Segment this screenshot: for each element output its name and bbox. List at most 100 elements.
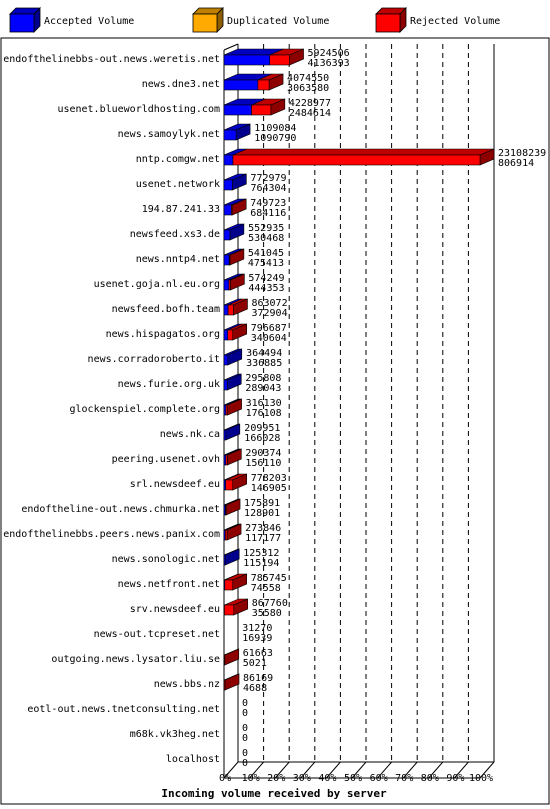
server-label: news.bbs.nz (154, 679, 220, 690)
server-labels: endofthelinebbs-out.news.weretis.net news… (3, 54, 220, 765)
bar-segment (223, 354, 229, 366)
value-total: 541045 (248, 248, 284, 259)
x-tick-label: 70% (395, 773, 413, 784)
x-tick-label: 40% (318, 773, 336, 784)
server-label: nntp.comgw.net (136, 154, 220, 165)
value-accepted: 35580 (252, 608, 282, 619)
value-accepted: 4136393 (308, 58, 350, 69)
legend-swatch (192, 13, 218, 33)
server-label: eotl-out.news.tnetconsulting.net (27, 704, 220, 715)
server-label: glockenspiel.complete.org (69, 404, 220, 415)
grid-line (351, 761, 367, 779)
value-total: 125312 (243, 548, 279, 559)
value-total: 785745 (251, 573, 287, 584)
value-total: 772979 (250, 173, 286, 184)
value-accepted: 3063580 (287, 83, 329, 94)
bar-segment (251, 104, 272, 116)
server-label: news.nntp4.net (136, 254, 220, 265)
bar-segment (223, 204, 232, 216)
x-axis-title: Incoming volume received by server (161, 787, 387, 800)
value-accepted: 0 (242, 733, 248, 744)
bar-segment (223, 54, 271, 66)
x-tick-label: 80% (421, 773, 439, 784)
grid-line (479, 761, 495, 779)
bar-segment (224, 579, 234, 591)
value-total: 175891 (244, 498, 280, 509)
bar-segment (223, 679, 226, 691)
legend-label: Duplicated Volume (227, 16, 329, 27)
grid-line (274, 761, 290, 779)
server-label: news.samoylyk.net (118, 129, 220, 140)
value-total: 295808 (245, 373, 281, 384)
x-tick-label: 10% (242, 773, 260, 784)
x-tick-label: 90% (446, 773, 464, 784)
chart-bars (223, 48, 495, 691)
grid-line (223, 761, 239, 779)
x-tick-label: 100% (469, 773, 493, 784)
value-total: 364494 (246, 348, 282, 359)
grid-line (326, 761, 341, 779)
bar-segment (223, 654, 226, 666)
value-accepted: 764304 (250, 183, 286, 194)
value-accepted: 289043 (245, 383, 281, 394)
value-total: 0 (242, 748, 248, 759)
value-accepted: 340604 (251, 333, 287, 344)
value-accepted: 146905 (251, 483, 287, 494)
value-total: 273846 (245, 523, 281, 534)
bar-segment (225, 529, 228, 541)
bar-segment (225, 404, 228, 416)
value-total: 61663 (243, 648, 273, 659)
value-total: 863072 (251, 298, 287, 309)
value-accepted: 684116 (250, 208, 286, 219)
bar-segment (223, 429, 227, 441)
value-total: 749723 (250, 198, 286, 209)
server-label: newsfeed.bofh.team (112, 304, 220, 315)
value-accepted: 5021 (243, 658, 267, 669)
value-accepted: 475413 (248, 258, 284, 269)
value-accepted: 372904 (251, 308, 287, 319)
x-tick-label: 0% (219, 773, 231, 784)
server-label: usenet.blueworldhosting.com (57, 104, 220, 115)
server-label: srv.newsdeef.eu (130, 604, 220, 615)
value-total: 552935 (248, 223, 284, 234)
grid-line (454, 761, 469, 779)
server-label: srl.newsdeef.eu (130, 479, 220, 490)
bar-segment (223, 179, 233, 191)
bar-segment (223, 229, 231, 241)
bar-segment (225, 479, 234, 491)
server-label: news.corradoroberto.it (88, 354, 220, 365)
value-accepted: 336885 (246, 358, 282, 369)
legend-swatch (375, 13, 401, 33)
x-tick-label: 50% (344, 773, 362, 784)
value-accepted: 166028 (244, 433, 280, 444)
server-label: outgoing.news.lysator.liu.se (51, 654, 220, 665)
x-tick-label: 20% (267, 773, 285, 784)
value-total: 4228977 (289, 98, 331, 109)
value-accepted: 156110 (245, 458, 281, 469)
grid-line (223, 43, 239, 51)
server-label: usenet.goja.nl.eu.org (94, 279, 220, 290)
bar-segment (225, 504, 227, 516)
server-label: news.sonologic.net (112, 554, 220, 565)
value-total: 31270 (242, 623, 272, 634)
value-total: 5924506 (308, 48, 350, 59)
value-accepted: 530468 (248, 233, 284, 244)
bar-segment (223, 254, 230, 266)
value-accepted: 115194 (243, 558, 279, 569)
value-total: 0 (242, 698, 248, 709)
bar-segment (223, 104, 252, 116)
value-accepted: 0 (242, 758, 248, 769)
server-label: m68k.vk3heg.net (130, 729, 220, 740)
bar-segment (223, 129, 237, 141)
grid-line (249, 761, 264, 779)
value-accepted: 0 (242, 708, 248, 719)
bar-segment (223, 329, 229, 341)
bar-segment (269, 54, 290, 66)
bar-segment (225, 454, 228, 466)
chart-legend: Accepted Volume Duplicated Volume Rejected… (9, 7, 500, 33)
server-label: news.dne3.net (142, 79, 220, 90)
server-label: news.hispagatos.org (106, 329, 220, 340)
grid-line (377, 761, 392, 779)
